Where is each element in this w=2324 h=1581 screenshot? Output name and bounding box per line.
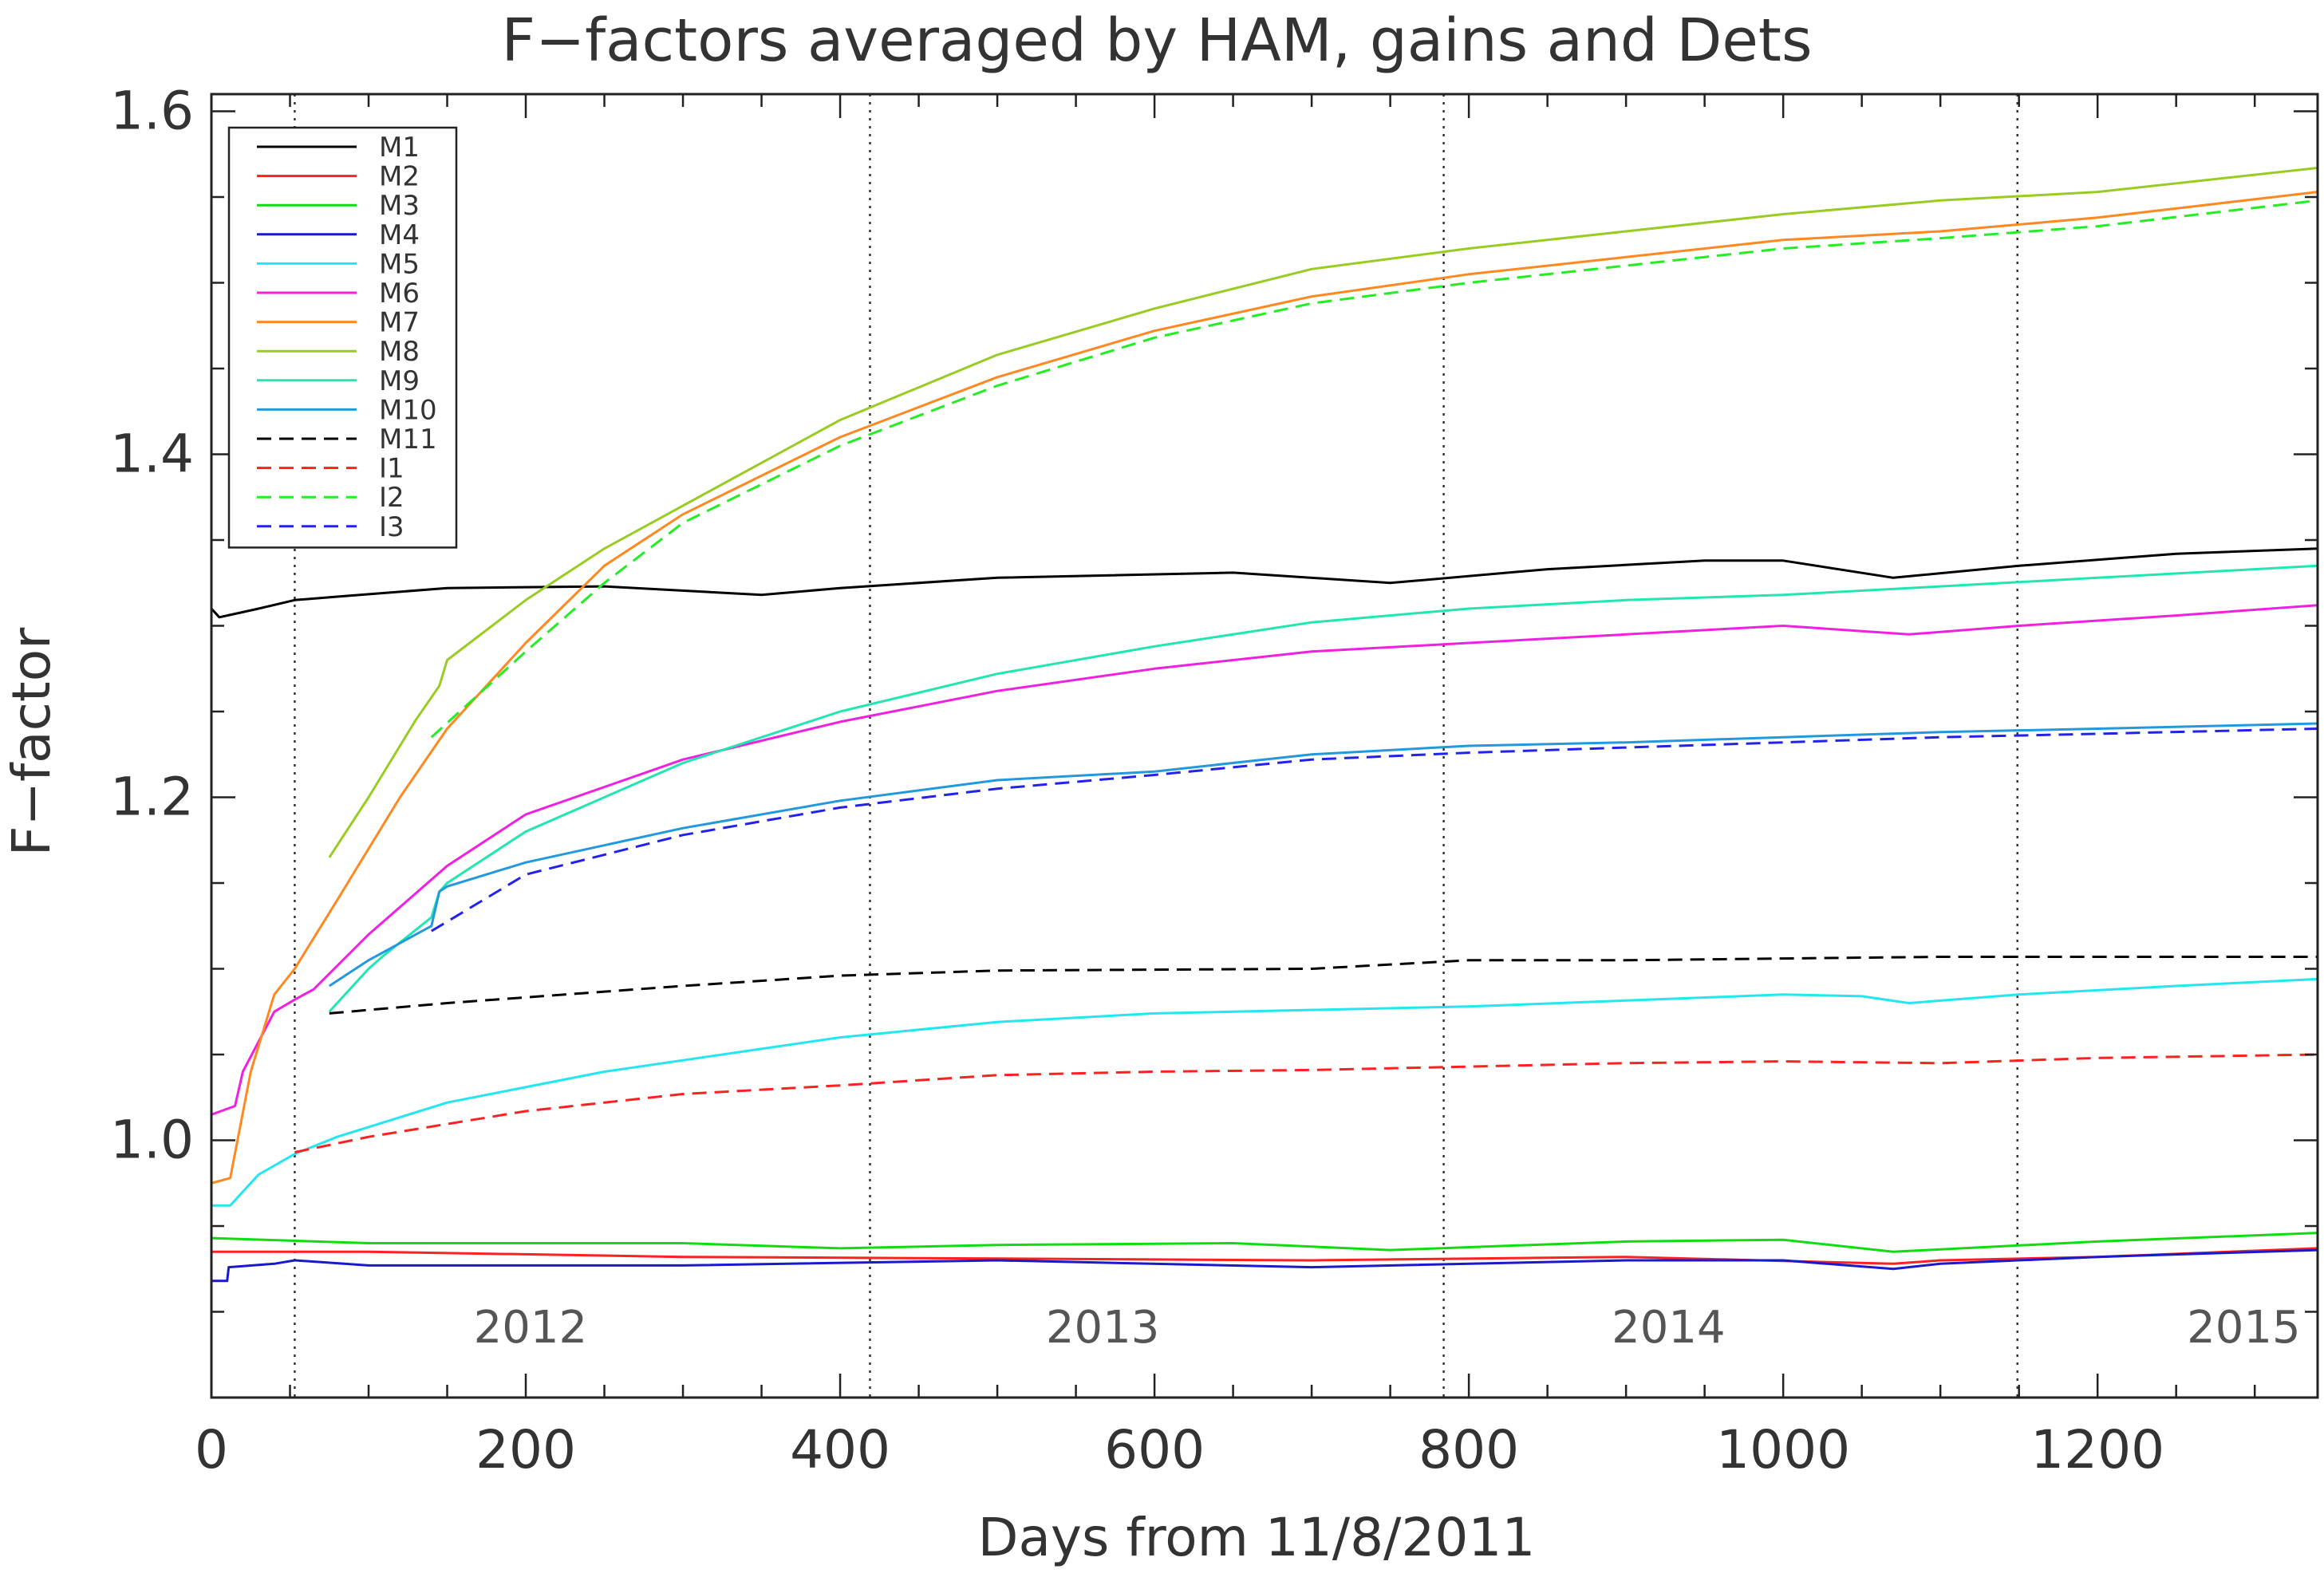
series-layer bbox=[211, 167, 2318, 1283]
x-axis-label: Days from 11/8/2011 bbox=[978, 1507, 1536, 1568]
y-tick-label: 1.0 bbox=[110, 1110, 194, 1171]
x-tick-label: 1000 bbox=[1716, 1419, 1850, 1480]
legend-label-i2: I2 bbox=[379, 482, 404, 514]
legend-label-m2: M2 bbox=[379, 161, 420, 193]
x-tick-label: 200 bbox=[475, 1419, 576, 1480]
series-line-m7 bbox=[211, 191, 2318, 1185]
x-tick-label: 400 bbox=[790, 1419, 890, 1480]
series-line-i3 bbox=[431, 727, 2318, 932]
series-line-m3 bbox=[211, 1232, 2318, 1253]
series-line-i1 bbox=[294, 1053, 2318, 1153]
series-line-m6 bbox=[211, 604, 2318, 1116]
legend-label-m11: M11 bbox=[379, 424, 437, 455]
legend-box bbox=[227, 126, 458, 549]
x-tick-label: 0 bbox=[195, 1419, 228, 1480]
y-tick-label: 1.6 bbox=[110, 81, 194, 142]
axes: 0 200 400 600 800 1000 1200 1.0 1.2 1.4 1.6 bbox=[110, 81, 2318, 1480]
series-line-i2 bbox=[430, 199, 2318, 739]
legend-label-m10: M10 bbox=[379, 394, 437, 426]
series-line-m1 bbox=[211, 547, 2318, 619]
y-axis-label: F−factor bbox=[1, 627, 62, 856]
year-label-2015: 2015 bbox=[2187, 1302, 2301, 1354]
legend-label-m5: M5 bbox=[379, 248, 420, 280]
legend-label-i3: I3 bbox=[379, 511, 404, 543]
y-tick-label: 1.2 bbox=[110, 767, 194, 828]
legend-label-m8: M8 bbox=[379, 336, 420, 368]
series-line-m8 bbox=[328, 167, 2318, 858]
series-line-m2 bbox=[211, 1247, 2318, 1265]
legend-label-m4: M4 bbox=[379, 219, 420, 251]
series-line-m5 bbox=[211, 977, 2318, 1207]
series-line-m4 bbox=[211, 1248, 2318, 1283]
x-tick-label: 1200 bbox=[2030, 1419, 2164, 1480]
year-label-2013: 2013 bbox=[1046, 1302, 1160, 1354]
plot-frame bbox=[210, 93, 2319, 1399]
year-label-2014: 2014 bbox=[1612, 1302, 1726, 1354]
legend-label-m1: M1 bbox=[379, 132, 420, 164]
year-label-2012: 2012 bbox=[474, 1302, 588, 1354]
series-line-m11 bbox=[329, 956, 2318, 1015]
legend-label-m6: M6 bbox=[379, 278, 420, 309]
year-markers: 2012 2013 2014 2015 bbox=[294, 94, 2301, 1398]
legend-label-m7: M7 bbox=[379, 307, 420, 339]
chart-title: F−factors averaged by HAM, gains and Det… bbox=[502, 6, 1813, 75]
series-line-m9 bbox=[328, 564, 2318, 1013]
x-tick-label: 600 bbox=[1104, 1419, 1205, 1480]
legend-label-m9: M9 bbox=[379, 365, 420, 397]
series-line-m10 bbox=[328, 722, 2318, 988]
legend-label-m3: M3 bbox=[379, 190, 420, 222]
y-tick-label: 1.4 bbox=[110, 424, 194, 485]
x-tick-label: 800 bbox=[1418, 1419, 1519, 1480]
legend-label-i1: I1 bbox=[379, 453, 404, 485]
